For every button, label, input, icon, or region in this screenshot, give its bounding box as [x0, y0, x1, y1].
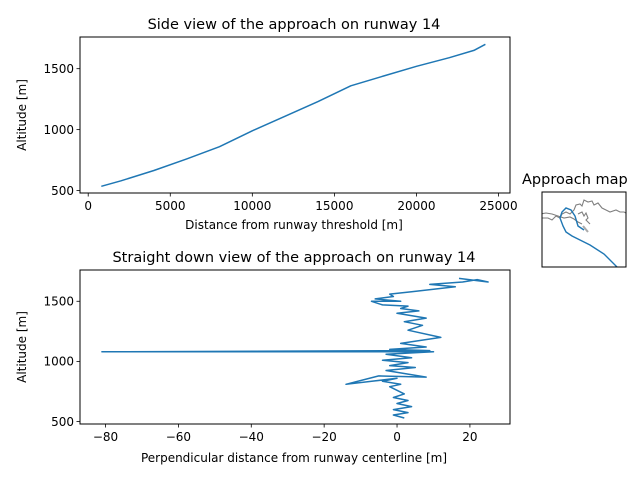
side-view-xtick-label-4: 20000 [397, 199, 435, 213]
side-view-xtick-label-5: 25000 [479, 199, 517, 213]
approach-map-title: Approach map [522, 172, 628, 188]
down-view-plot-frame [79, 269, 511, 425]
coastline-shape [542, 199, 626, 221]
down-view-title: Straight down view of the approach on ru… [112, 250, 475, 266]
coastline-inlet [577, 211, 591, 225]
down-view-xtick-label-3: −20 [311, 430, 336, 444]
side-view-plot-frame [79, 36, 511, 194]
side-view-series-line [101, 43, 486, 188]
side-view-title: Side view of the approach on runway 14 [148, 17, 441, 33]
down-view-xtick-label-4: 0 [393, 430, 401, 444]
down-view-chart: Straight down view of the approach on ru… [15, 250, 511, 465]
side-view-ytick-label-0: 500 [51, 184, 74, 198]
side-view-ytick-label-2: 1500 [43, 62, 74, 76]
down-view-xtick-label-1: −60 [166, 430, 191, 444]
down-view-xtick-label-2: −40 [239, 430, 264, 444]
down-view-ytick-label-2: 1500 [43, 295, 74, 309]
down-view-xtick-label-5: 20 [462, 430, 477, 444]
down-view-xtick-label-0: −80 [93, 430, 118, 444]
side-view-xtick-label-1: 5000 [155, 199, 186, 213]
side-view-chart: Side view of the approach on runway 14 0… [15, 17, 518, 232]
side-view-xtick-label-3: 15000 [315, 199, 353, 213]
down-view-ylabel: Altitude [m] [15, 311, 29, 383]
side-view-ylabel: Altitude [m] [15, 79, 29, 151]
approach-map: Approach map [522, 172, 628, 268]
down-view-ytick-label-0: 500 [51, 415, 74, 429]
approach-map-frame [541, 191, 627, 268]
side-view-xtick-label-2: 10000 [233, 199, 271, 213]
down-view-ytick-label-1: 1000 [43, 355, 74, 369]
approach-route-line [559, 207, 618, 267]
runway-marker [582, 225, 589, 233]
down-view-xlabel: Perpendicular distance from runway cente… [141, 451, 447, 465]
side-view-xlabel: Distance from runway threshold [m] [185, 218, 403, 232]
side-view-xtick-label-0: 0 [84, 199, 92, 213]
down-view-series-line [101, 277, 489, 419]
side-view-ytick-label-1: 1000 [43, 123, 74, 137]
